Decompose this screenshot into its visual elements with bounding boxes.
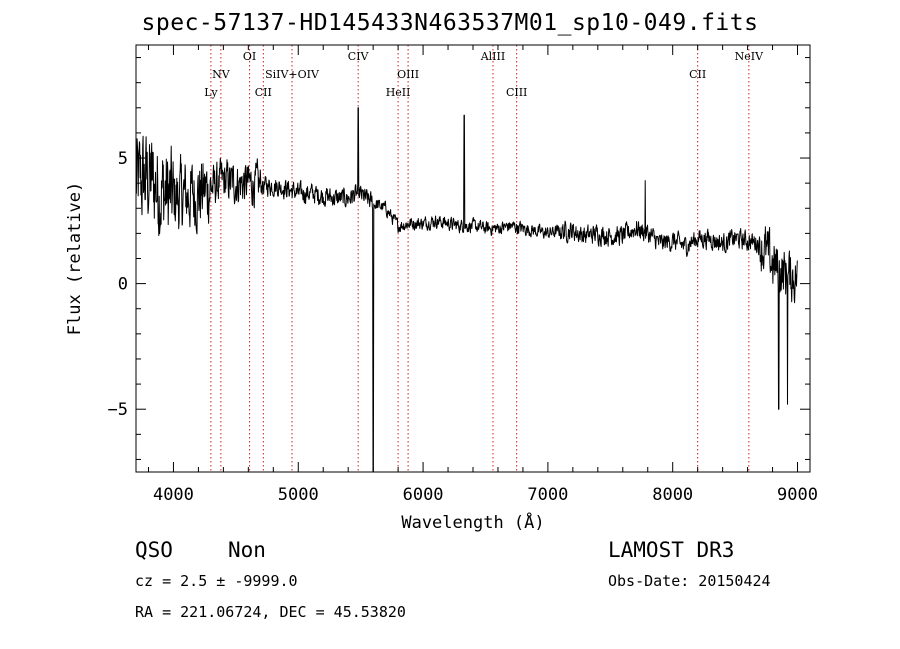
line-label-ciii: CIII xyxy=(506,86,527,99)
y-tick-label: 5 xyxy=(118,149,128,169)
object-class: QSO xyxy=(135,538,173,562)
survey-name: LAMOST DR3 xyxy=(608,538,735,562)
y-axis-label: Flux (relative) xyxy=(65,182,85,336)
x-tick-label: 8000 xyxy=(652,485,693,505)
x-tick-label: 6000 xyxy=(403,485,444,505)
line-label-nv: NV xyxy=(212,68,231,81)
coordinates: RA = 221.06724, DEC = 45.53820 xyxy=(135,603,406,621)
plot-frame xyxy=(135,44,811,473)
x-tick-label: 5000 xyxy=(278,485,319,505)
line-label-siiv-oiv: SiIV+OIV xyxy=(265,68,320,81)
object-subclass: Non xyxy=(228,538,266,562)
y-tick-label: 0 xyxy=(118,275,128,295)
spectrum-line xyxy=(135,107,798,473)
line-label-civ: CIV xyxy=(348,50,370,63)
line-label-oi: OI xyxy=(243,50,256,63)
line-label-heii: HeII xyxy=(386,86,411,99)
line-label-oiii: OIII xyxy=(397,68,419,81)
x-tick-label: 4000 xyxy=(153,485,194,505)
redshift-readout: cz = 2.5 ± -9999.0 xyxy=(135,572,298,590)
x-axis-label: Wavelength (Å) xyxy=(401,511,544,533)
x-tick-label: 7000 xyxy=(527,485,568,505)
chart-title: spec-57137-HD145433N463537M01_sp10-049.f… xyxy=(141,10,759,36)
observation-date: Obs-Date: 20150424 xyxy=(608,572,771,590)
line-label-cii: CII xyxy=(255,86,272,99)
line-label-neiv: NeIV xyxy=(735,50,764,63)
line-label-aliii: AlIII xyxy=(480,50,506,63)
line-label-ly: Ly xyxy=(204,86,218,99)
x-tick-label: 9000 xyxy=(777,485,818,505)
line-label-cii: CII xyxy=(689,68,706,81)
y-tick-label: −5 xyxy=(108,400,128,420)
